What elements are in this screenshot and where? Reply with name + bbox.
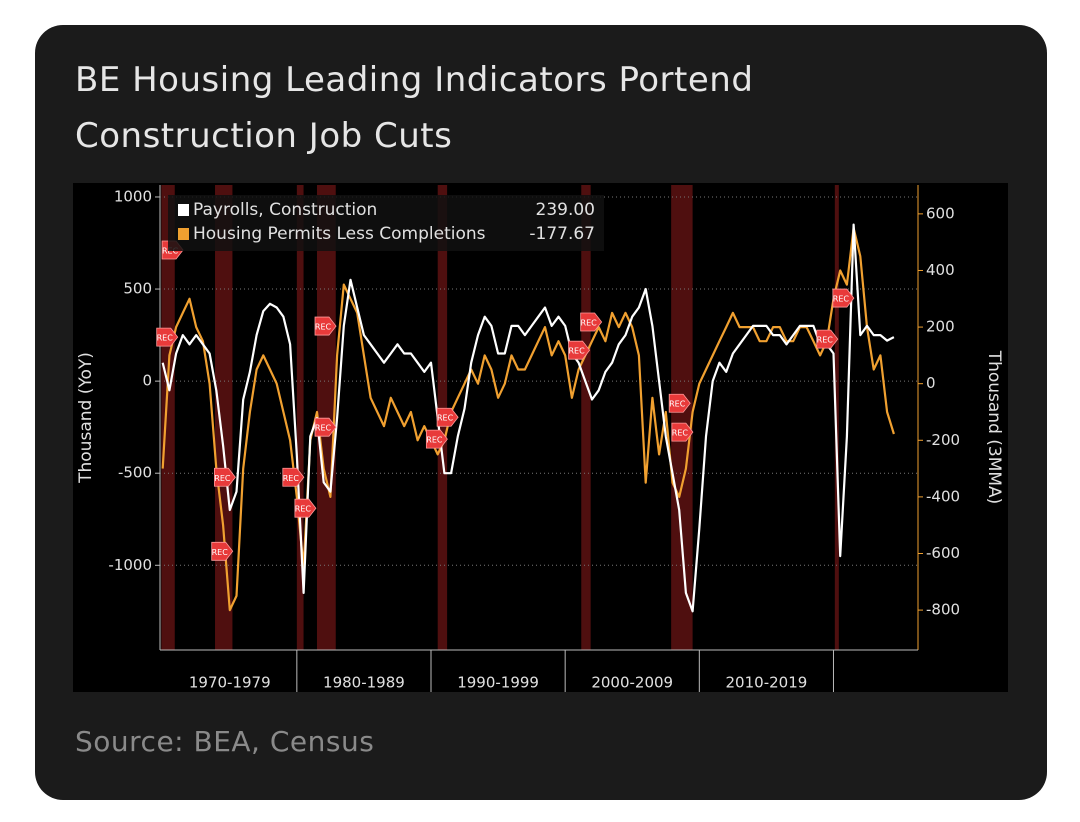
legend-swatch [178,204,189,216]
rec-marker [314,417,337,437]
rec-marker [832,288,855,308]
rec-marker [314,316,337,336]
rec-marker [211,541,234,561]
y-axis-label: Thousand (YoY) [76,352,96,484]
legend-swatch [178,228,189,240]
rec-label: REC [283,474,300,483]
rec-marker [282,467,305,487]
rec-label: REC [669,400,686,409]
rec-label: REC [295,505,312,514]
y2-tick-label: 400 [926,261,955,279]
recession-band [296,185,304,650]
legend-value: -177.67 [529,224,595,244]
recession-band [671,185,693,650]
y2-tick-label: 600 [926,204,955,222]
y-tick-label: 1000 [114,187,152,205]
recession-band [215,185,233,650]
rec-label: REC [426,436,443,445]
rec-label: REC [212,548,229,557]
series-line [161,226,895,612]
rec-label: REC [833,295,850,304]
rec-marker [668,393,691,413]
rec-label: REC [315,424,332,433]
x-tick-label: 1980-1989 [323,674,405,692]
rec-label: REC [315,323,332,332]
x-tick-label: 1990-1999 [457,674,539,692]
legend-value: 239.00 [536,200,595,220]
rec-marker [156,327,179,347]
y2-tick-label: 0 [926,374,936,392]
recession-band [834,185,839,650]
source-note: Source: BEA, Census [75,725,375,758]
rec-label: REC [162,247,179,256]
rec-marker [671,422,694,442]
y-tick-label: -1000 [108,556,152,574]
legend-label: Payrolls, Construction [193,200,377,220]
rec-marker [294,498,317,518]
recession-band [581,185,591,650]
rec-marker [816,329,839,349]
rec-marker [436,407,459,427]
rec-label: REC [817,336,834,345]
y-tick-label: -500 [118,464,152,482]
y-tick-label: 500 [123,280,152,298]
y-tick-label: 0 [142,372,152,390]
series-line [161,223,895,613]
x-tick-label: 1970-1979 [189,674,271,692]
rec-marker [213,467,236,487]
rec-marker [580,312,603,332]
legend-background [168,195,604,251]
rec-label: REC [568,347,585,356]
recession-band [161,185,175,650]
legend-label: Housing Permits Less Completions [193,224,486,244]
y2-axis-label: Thousand (3MMA) [984,350,1004,505]
rec-label: REC [672,429,689,438]
y2-tick-label: -800 [926,601,960,619]
y2-tick-label: 200 [926,318,955,336]
rec-marker [568,340,591,360]
chart-title: BE Housing Leading Indicators Portend Co… [75,60,754,156]
rec-label: REC [214,474,231,483]
rec-label: REC [157,334,174,343]
y2-tick-label: -400 [926,487,960,505]
x-tick-label: 2010-2019 [726,674,808,692]
rec-label: REC [581,319,598,328]
rec-marker [425,429,448,449]
y2-tick-label: -200 [926,431,960,449]
recession-band [316,185,336,650]
y2-tick-label: -600 [926,544,960,562]
x-tick-label: 2000-2009 [591,674,673,692]
rec-label: REC [437,414,454,423]
